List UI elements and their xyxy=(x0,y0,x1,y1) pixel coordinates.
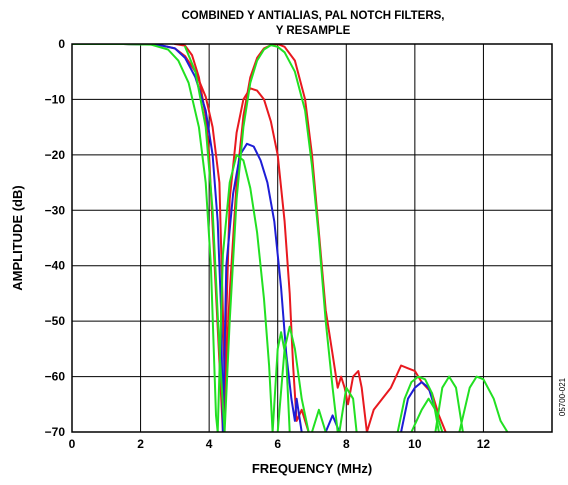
blue-curve-3 xyxy=(72,44,303,432)
blue-curve-5 xyxy=(400,381,437,432)
green-curve-13 xyxy=(396,375,440,432)
grid xyxy=(72,43,552,432)
y-tick-label: −20 xyxy=(45,148,66,162)
x-tick-label: 4 xyxy=(206,437,213,451)
green-curve-15 xyxy=(434,375,464,432)
y-tick-label: −70 xyxy=(45,425,66,439)
y-axis-label: AMPLITUDE (dB) xyxy=(10,185,25,290)
series-group xyxy=(72,44,509,432)
y-tick-label: −10 xyxy=(45,92,66,106)
y-tick-label: −60 xyxy=(45,370,66,384)
x-tick-label: 12 xyxy=(477,437,491,451)
y-tick-label: −50 xyxy=(45,314,66,328)
y-tick-labels: 0 −10 −20 −30 −40 −50 −60 −70 xyxy=(45,37,66,439)
x-tick-label: 2 xyxy=(137,437,144,451)
x-tick-label: 10 xyxy=(408,437,422,451)
green-curve-8 xyxy=(271,331,291,432)
y-tick-label: −30 xyxy=(45,203,66,217)
figure-id: 05700-021 xyxy=(558,377,567,416)
green-curve-12 xyxy=(338,386,358,432)
x-tick-label: 8 xyxy=(343,437,350,451)
x-tick-labels: 0 2 4 6 8 10 12 xyxy=(69,437,491,451)
y-tick-label: −40 xyxy=(45,259,66,273)
green-curve-7 xyxy=(216,153,274,432)
red-curve-1 xyxy=(72,44,310,432)
chart-title-line2: Y RESAMPLE xyxy=(276,25,351,37)
green-curve-16 xyxy=(458,375,509,432)
green-curve-11 xyxy=(311,408,327,432)
green-curve-6 xyxy=(72,44,219,432)
green-curve-9 xyxy=(276,325,310,432)
plot-area xyxy=(72,44,509,432)
green-curve-10 xyxy=(184,44,343,432)
plot-frame xyxy=(71,43,553,433)
x-tick-label: 0 xyxy=(69,437,76,451)
y-tick-label: 0 xyxy=(58,37,65,51)
chart-title-line1: COMBINED Y ANTIALIAS, PAL NOTCH FILTERS, xyxy=(181,10,444,22)
x-tick-label: 6 xyxy=(274,437,281,451)
x-axis-label: FREQUENCY (MHz) xyxy=(252,461,372,476)
